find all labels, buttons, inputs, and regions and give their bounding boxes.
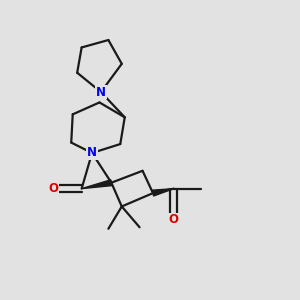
Text: N: N [96, 85, 106, 98]
Text: O: O [48, 182, 59, 195]
Text: O: O [169, 213, 179, 226]
Text: N: N [87, 146, 97, 160]
Polygon shape [82, 180, 112, 189]
Polygon shape [152, 189, 174, 196]
